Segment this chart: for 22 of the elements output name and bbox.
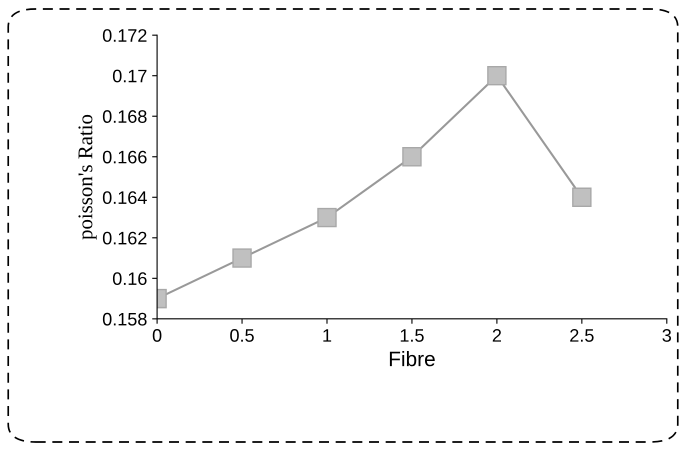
y-tick-label: 0.17 [112, 70, 146, 82]
x-tick-label: 0 [152, 329, 162, 342]
x-tick-label: 1 [323, 329, 332, 342]
point [317, 208, 337, 228]
point [572, 188, 592, 208]
y-tick-label: 0.162 [102, 232, 146, 245]
y-tick-label: 0.16 [112, 272, 147, 286]
point [402, 147, 422, 166]
x-tick-label: 1.5 [400, 329, 424, 342]
y-tick-label: 0.168 [102, 110, 147, 123]
y-tick-label: 0.164 [102, 191, 147, 204]
y-axis-title: poisson's Ratio [78, 114, 97, 240]
x-tick-label: 0.5 [230, 329, 254, 342]
y-tick-label: 0.166 [102, 150, 147, 164]
point [232, 248, 252, 268]
x-tick-label: 2.5 [570, 329, 594, 342]
y-tick-label: 0.172 [102, 29, 146, 42]
x-tick-label: 2 [492, 329, 502, 342]
x-axis-title: Fibre [390, 350, 435, 366]
point [487, 66, 507, 86]
y-tick-label: 0.158 [102, 312, 147, 326]
x-tick-label: 3 [662, 329, 672, 342]
